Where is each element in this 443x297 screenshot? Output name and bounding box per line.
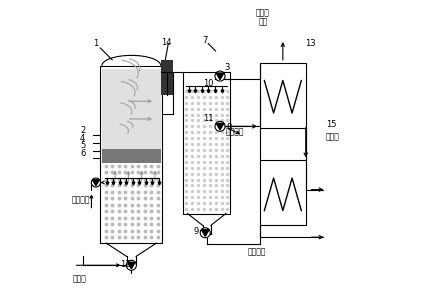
Text: 5: 5	[80, 141, 85, 150]
Text: 2: 2	[80, 126, 85, 135]
Bar	[260, 160, 306, 225]
Text: 1: 1	[93, 39, 98, 48]
Text: 3: 3	[224, 63, 229, 72]
Text: 8: 8	[226, 123, 232, 132]
Bar	[260, 63, 306, 128]
Bar	[183, 72, 230, 214]
Polygon shape	[216, 73, 224, 80]
Text: 抽汽: 抽汽	[258, 17, 268, 26]
Text: 冷凝水: 冷凝水	[326, 132, 339, 141]
Text: 4: 4	[80, 134, 85, 143]
Circle shape	[215, 121, 225, 131]
Text: 14: 14	[162, 38, 172, 47]
Polygon shape	[93, 180, 99, 186]
Bar	[102, 148, 161, 163]
Text: 12: 12	[120, 260, 131, 269]
Text: 汽轮机: 汽轮机	[256, 8, 270, 17]
Text: 7: 7	[202, 36, 208, 45]
Text: 脱硫浆液: 脱硫浆液	[72, 196, 90, 205]
Text: 11: 11	[203, 114, 214, 124]
Text: 冷浆液: 冷浆液	[73, 274, 86, 283]
Circle shape	[91, 178, 101, 187]
Text: 6: 6	[80, 149, 85, 158]
Polygon shape	[202, 230, 209, 236]
Text: 13: 13	[305, 39, 315, 48]
Text: 供热回水: 供热回水	[248, 247, 266, 257]
Bar	[100, 66, 163, 243]
Text: 不凝气体: 不凝气体	[225, 128, 244, 137]
Text: 9: 9	[194, 227, 199, 236]
Circle shape	[215, 71, 225, 81]
Polygon shape	[216, 123, 224, 130]
Circle shape	[200, 228, 210, 238]
Bar	[102, 69, 161, 148]
Bar	[161, 60, 173, 95]
Circle shape	[126, 260, 136, 270]
Polygon shape	[128, 262, 135, 269]
Text: 10: 10	[203, 79, 214, 88]
Text: 15: 15	[326, 120, 336, 129]
